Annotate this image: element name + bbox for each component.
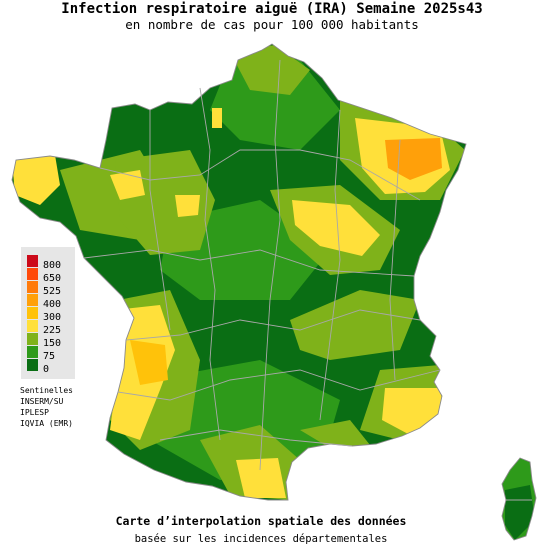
zone-green-north	[210, 60, 340, 150]
legend-tick-label: 225	[43, 325, 62, 336]
legend-tick-label: 75	[43, 351, 56, 362]
caption-main: Carte d’interpolation spatiale des donné…	[115, 514, 407, 528]
zone-yellow-pyrenees	[236, 458, 286, 498]
source-line: Sentinelles	[20, 386, 73, 395]
zone-lightgreen-north	[230, 45, 310, 95]
legend-tick-label: 300	[43, 312, 62, 323]
map-subtitle: en nombre de cas pour 100 000 habitants	[125, 17, 419, 32]
department-borders	[11, 43, 537, 541]
zone-green-south	[150, 360, 340, 480]
zone-lightgreen-south-central	[300, 420, 370, 448]
data-sources: Sentinelles INSERM/SU IPLESP IQVIA (EMR)	[20, 385, 73, 429]
legend-tick-label: 650	[43, 273, 62, 284]
zone-yellow-normandy	[110, 170, 145, 200]
legend-swatch	[27, 320, 38, 332]
zone-yellow-north	[212, 108, 222, 128]
legend-tick-label: 400	[43, 299, 62, 310]
legend-tick-label: 800	[43, 260, 62, 271]
color-legend: 800 650 525 400 300 225 150 75 0	[21, 247, 75, 379]
corsica-dark	[505, 485, 535, 540]
legend-swatch	[27, 294, 38, 306]
caption-sub: basée sur les incidences départementales	[134, 533, 388, 545]
legend-tick-label: 150	[43, 338, 62, 349]
legend-swatch	[27, 268, 38, 280]
zone-yellow-champagne	[292, 200, 380, 256]
zone-yellow-brittany	[12, 155, 60, 205]
corsica	[502, 458, 536, 540]
zone-lightgreen-lyon	[290, 290, 420, 360]
source-line: IQVIA (EMR)	[20, 419, 73, 428]
legend-tick-label: 525	[43, 286, 62, 297]
source-line: INSERM/SU	[20, 397, 64, 406]
zone-orange-atlantic	[130, 340, 168, 385]
source-line: IPLESP	[20, 408, 49, 417]
legend-swatch	[27, 307, 38, 319]
map-title: Infection respiratoire aiguë (IRA) Semai…	[61, 1, 483, 17]
legend-swatch	[27, 346, 38, 358]
mainland-incidence-zones	[12, 44, 466, 500]
legend-swatch	[27, 359, 38, 371]
legend-swatch	[27, 281, 38, 293]
legend-swatch	[27, 333, 38, 345]
legend-swatch	[27, 255, 38, 267]
legend-tick-label: 0	[43, 364, 50, 375]
zone-yellow-normandy-2	[175, 195, 200, 217]
